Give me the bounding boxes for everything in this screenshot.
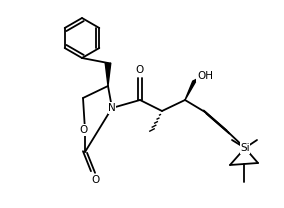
Text: N: N bbox=[108, 103, 116, 113]
Text: Si: Si bbox=[240, 143, 250, 153]
Text: O: O bbox=[91, 175, 99, 185]
Polygon shape bbox=[105, 63, 111, 86]
Text: OH: OH bbox=[197, 71, 213, 81]
Polygon shape bbox=[185, 79, 197, 100]
Text: O: O bbox=[80, 125, 88, 135]
Text: O: O bbox=[136, 65, 144, 75]
